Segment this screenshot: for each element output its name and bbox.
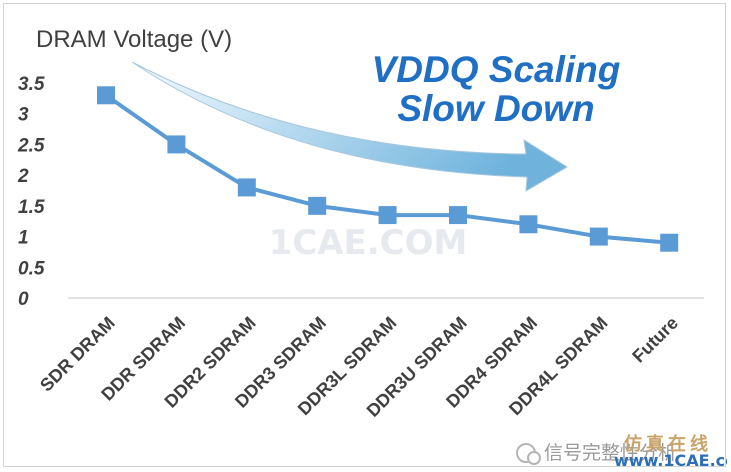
data-point-marker [167,135,186,154]
data-point-marker [660,233,679,252]
logo-watermark-url: www.1CAE.com [614,451,727,468]
y-tick-label: 0 [18,289,29,310]
y-tick-labels: 0 0.5 1 1.5 2 2.5 3 3.5 [17,74,45,310]
center-watermark: 1CAE.COM [269,223,468,263]
x-tick-label: Future [628,313,682,367]
data-point-marker [308,196,327,215]
y-axis-label: DRAM Voltage (V) [36,26,232,53]
data-point-marker [378,206,397,225]
logo-watermark-title: 仿真在线 [624,433,712,455]
y-tick-label: 1.5 [18,197,45,218]
data-point-marker [449,206,467,225]
data-point-marker [97,86,115,105]
scaling-arrow [131,61,568,192]
series-voltage [97,86,679,252]
corner-watermark-text: 信号完整性分析 [544,442,677,464]
data-point-marker [519,215,538,234]
wechat-icon-inner [527,451,541,465]
data-point-marker [589,227,608,246]
y-tick-label: 2 [17,166,29,187]
callout-line-2: Slow Down [397,88,594,129]
y-tick-label: 2.5 [17,135,45,156]
corner-watermark: 信号完整性分析 [516,442,677,465]
chart-frame: 1CAE.COM DRAM Voltage (V) VDDQ Scaling S… [3,3,727,468]
voltage-chart: 1CAE.COM DRAM Voltage (V) VDDQ Scaling S… [17,26,727,468]
y-tick-label: 3 [18,105,29,126]
logo-watermark: 仿真在线 www.1CAE.com [614,433,727,468]
callout-line-1: VDDQ Scaling [372,49,621,90]
y-tick-label: 0.5 [18,258,45,279]
data-point-marker [237,178,256,197]
y-tick-label: 1 [18,228,29,249]
y-tick-label: 3.5 [18,74,45,95]
